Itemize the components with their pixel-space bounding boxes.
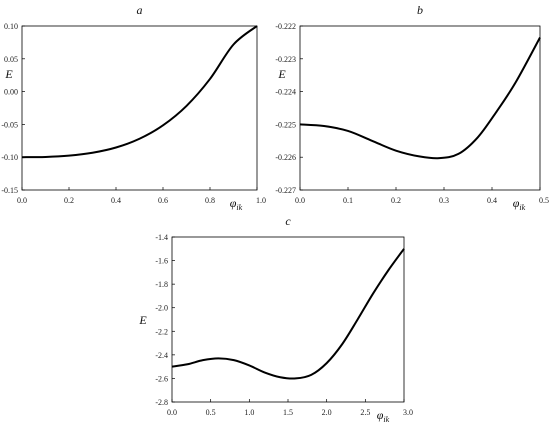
y-tick-label: -0.15 (1, 186, 18, 195)
x-tick-label: 0.6 (158, 196, 168, 205)
series-line (299, 37, 541, 160)
x-tick-label: 1.5 (283, 408, 293, 417)
x-tick-label: 0.8 (205, 196, 215, 205)
y-tick-label: 0.00 (4, 88, 18, 97)
x-tick-label: 1.0 (256, 196, 266, 205)
y-tick-label: -2.6 (155, 374, 168, 383)
y-tick-label: -1.4 (155, 233, 168, 242)
y-tick-label: -0.223 (275, 55, 296, 64)
plot-frame (299, 25, 541, 191)
x-tick-label: 0.4 (487, 196, 497, 205)
plot-frame (21, 25, 258, 191)
panel-a: 0.0 0.2 0.4 0.6 0.8 1.0 -0.15 -0.10 -0.05 0.00 0.0… (1, 3, 266, 212)
x-axis-label: φik (377, 408, 390, 424)
x-axis-label-subscript: ik (236, 203, 242, 212)
x-tick-label: 0.1 (343, 196, 353, 205)
x-axis-label-symbol: φ (377, 408, 384, 422)
y-tick-label: -2.8 (155, 398, 168, 407)
y-tick-label: -0.10 (1, 153, 18, 162)
panel-title: b (417, 3, 423, 17)
y-axis-label: E (277, 67, 286, 81)
y-tick-label: -1.6 (155, 257, 168, 266)
x-tick-label: 0.5 (539, 196, 549, 205)
series-line (21, 25, 258, 159)
x-tick-label: 0.2 (391, 196, 401, 205)
x-tick-label: 0.3 (439, 196, 449, 205)
y-tick-label: 0.05 (4, 55, 18, 64)
x-tick-label: 0.5 (206, 408, 216, 417)
series-line (171, 248, 405, 380)
x-tick-label: 0.0 (167, 408, 177, 417)
y-tick-label: -0.227 (275, 186, 296, 195)
x-tick-label: 0.0 (295, 196, 305, 205)
y-tick-label: -0.225 (275, 120, 296, 129)
x-tick-label: 2.0 (322, 408, 332, 417)
y-tick-label: -0.05 (1, 120, 18, 129)
panel-c: 0.0 0.5 1.0 1.5 2.0 2.5 3.0 -2.8 -2.6 -2.4 -2.2 -2.… (138, 214, 413, 424)
y-tick-label: -0.224 (275, 88, 296, 97)
panel-title: c (285, 214, 291, 228)
y-tick-label: -2.0 (155, 304, 168, 313)
x-axis-label-subscript: ik (383, 415, 389, 424)
x-axis-label-subscript: ik (519, 203, 525, 212)
x-tick-label: 3.0 (403, 408, 413, 417)
x-tick-label: 1.0 (244, 408, 254, 417)
y-axis-label: E (138, 313, 147, 327)
x-tick-label: 0.0 (17, 196, 27, 205)
x-tick-label: 2.5 (360, 408, 370, 417)
x-axis-label: φik (513, 196, 526, 212)
y-tick-label: -0.226 (275, 153, 296, 162)
x-axis-label: φik (230, 196, 243, 212)
plot-frame (171, 236, 405, 403)
x-tick-label: 0.4 (111, 196, 121, 205)
y-tick-label: -2.4 (155, 351, 168, 360)
x-axis-label-symbol: φ (230, 196, 237, 210)
y-axis-label: E (4, 67, 13, 81)
x-tick-label: 0.2 (64, 196, 74, 205)
y-tick-label: 0.10 (4, 22, 18, 31)
y-tick-label: -2.2 (155, 327, 168, 336)
y-tick-label: -1.8 (155, 280, 168, 289)
x-axis-label-symbol: φ (513, 196, 520, 210)
y-tick-label: -0.222 (275, 22, 296, 31)
panel-title: a (137, 3, 143, 17)
panel-b: 0.0 0.1 0.2 0.3 0.4 0.5 -0.227 -0.226 -0.225 -0.2… (275, 3, 549, 212)
